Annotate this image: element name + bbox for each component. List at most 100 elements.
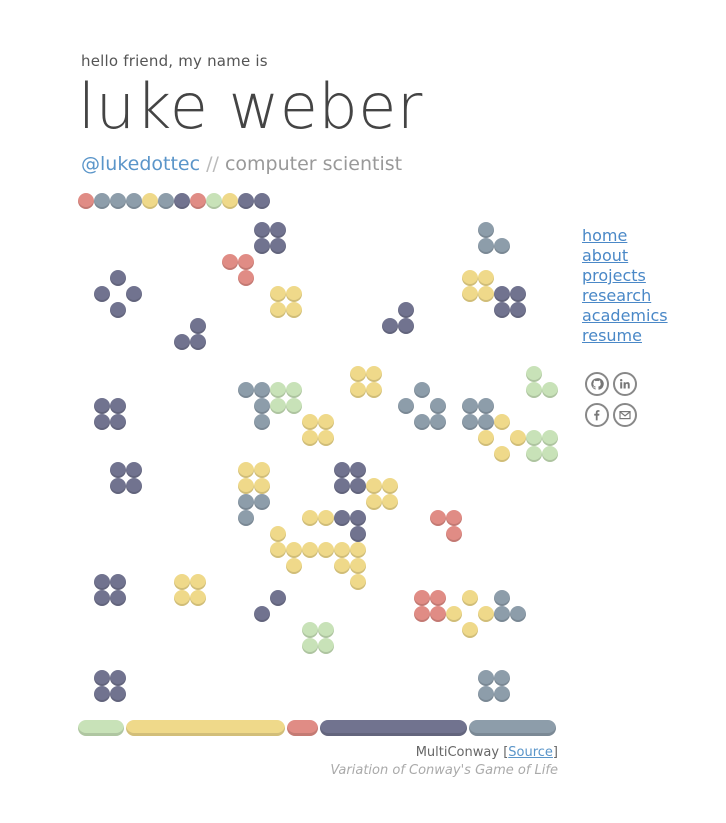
board-cell [334,478,350,494]
palette-swatch[interactable] [238,193,254,209]
board-cell [382,478,398,494]
board-cell [382,318,398,334]
board-cell [302,542,318,558]
board-cell [462,398,478,414]
board-cell [190,334,206,350]
board-cell [286,302,302,318]
board-cell [478,238,494,254]
palette-swatch[interactable] [190,193,206,209]
palette-swatch[interactable] [206,193,222,209]
board-cell [222,254,238,270]
board-cell [542,446,558,462]
board-cell [254,222,270,238]
board-cell [254,462,270,478]
board-cell [398,318,414,334]
board-cell [174,574,190,590]
board-cell [190,574,206,590]
board-cell [110,398,126,414]
board-cell [110,302,126,318]
board-cell [94,574,110,590]
github-icon[interactable] [585,372,609,396]
board-cell [126,286,142,302]
nav-research[interactable]: research [582,286,652,305]
game-board[interactable] [78,222,558,714]
palette-swatch[interactable] [94,193,110,209]
board-cell [110,270,126,286]
board-cell [270,526,286,542]
board-cell [494,590,510,606]
board-cell [94,670,110,686]
board-cell [542,382,558,398]
board-cell [462,622,478,638]
palette-swatch[interactable] [110,193,126,209]
board-cell [286,542,302,558]
board-cell [334,542,350,558]
board-cell [254,478,270,494]
board-cell [254,238,270,254]
board-cell [398,398,414,414]
board-cell [462,414,478,430]
board-cell [430,606,446,622]
board-cell [414,382,430,398]
nav-resume[interactable]: resume [582,326,642,345]
palette-swatch[interactable] [78,193,94,209]
nav-academics[interactable]: academics [582,306,668,325]
board-cell [190,318,206,334]
palette-swatch[interactable] [174,193,190,209]
linkedin-icon[interactable] [613,372,637,396]
board-cell [286,558,302,574]
board-cell [302,510,318,526]
board-cell [494,414,510,430]
source-link[interactable]: Source [508,745,553,760]
board-cell [238,494,254,510]
palette-swatch[interactable] [222,193,238,209]
board-cell [238,254,254,270]
board-cell [526,430,542,446]
board-cell [318,622,334,638]
palette-swatch[interactable] [254,193,270,209]
nav-projects[interactable]: projects [582,266,646,285]
board-cell [254,382,270,398]
board-cell [446,510,462,526]
palette-swatch[interactable] [158,193,174,209]
board-cell [478,222,494,238]
email-icon[interactable] [613,403,637,427]
board-cell [190,590,206,606]
twitter-handle-link[interactable]: @lukedottec [81,153,201,175]
board-cell [478,286,494,302]
board-cell [494,606,510,622]
board-cell [302,414,318,430]
palette-swatch[interactable] [126,193,142,209]
board-cell [366,494,382,510]
board-cell [270,286,286,302]
board-cell [414,414,430,430]
board-cell [334,510,350,526]
board-cell [350,366,366,382]
board-cell [510,606,526,622]
page-title: luke weber [78,70,423,143]
board-cell [270,542,286,558]
board-cell [494,446,510,462]
footer-title: MultiConway [415,745,500,760]
board-cell [238,478,254,494]
board-cell [126,478,142,494]
nav-home[interactable]: home [582,226,628,245]
greeting-text: hello friend, my name is [81,52,268,70]
board-cell [334,558,350,574]
board-cell [286,286,302,302]
board-cell [478,414,494,430]
population-segment [126,720,285,736]
board-cell [174,590,190,606]
board-cell [110,590,126,606]
facebook-icon[interactable] [585,403,609,427]
board-cell [526,446,542,462]
board-cell [430,414,446,430]
board-cell [110,670,126,686]
board-cell [254,414,270,430]
board-cell [238,270,254,286]
nav-about[interactable]: about [582,246,629,265]
board-cell [318,430,334,446]
board-cell [366,478,382,494]
board-cell [462,590,478,606]
palette-swatch[interactable] [142,193,158,209]
